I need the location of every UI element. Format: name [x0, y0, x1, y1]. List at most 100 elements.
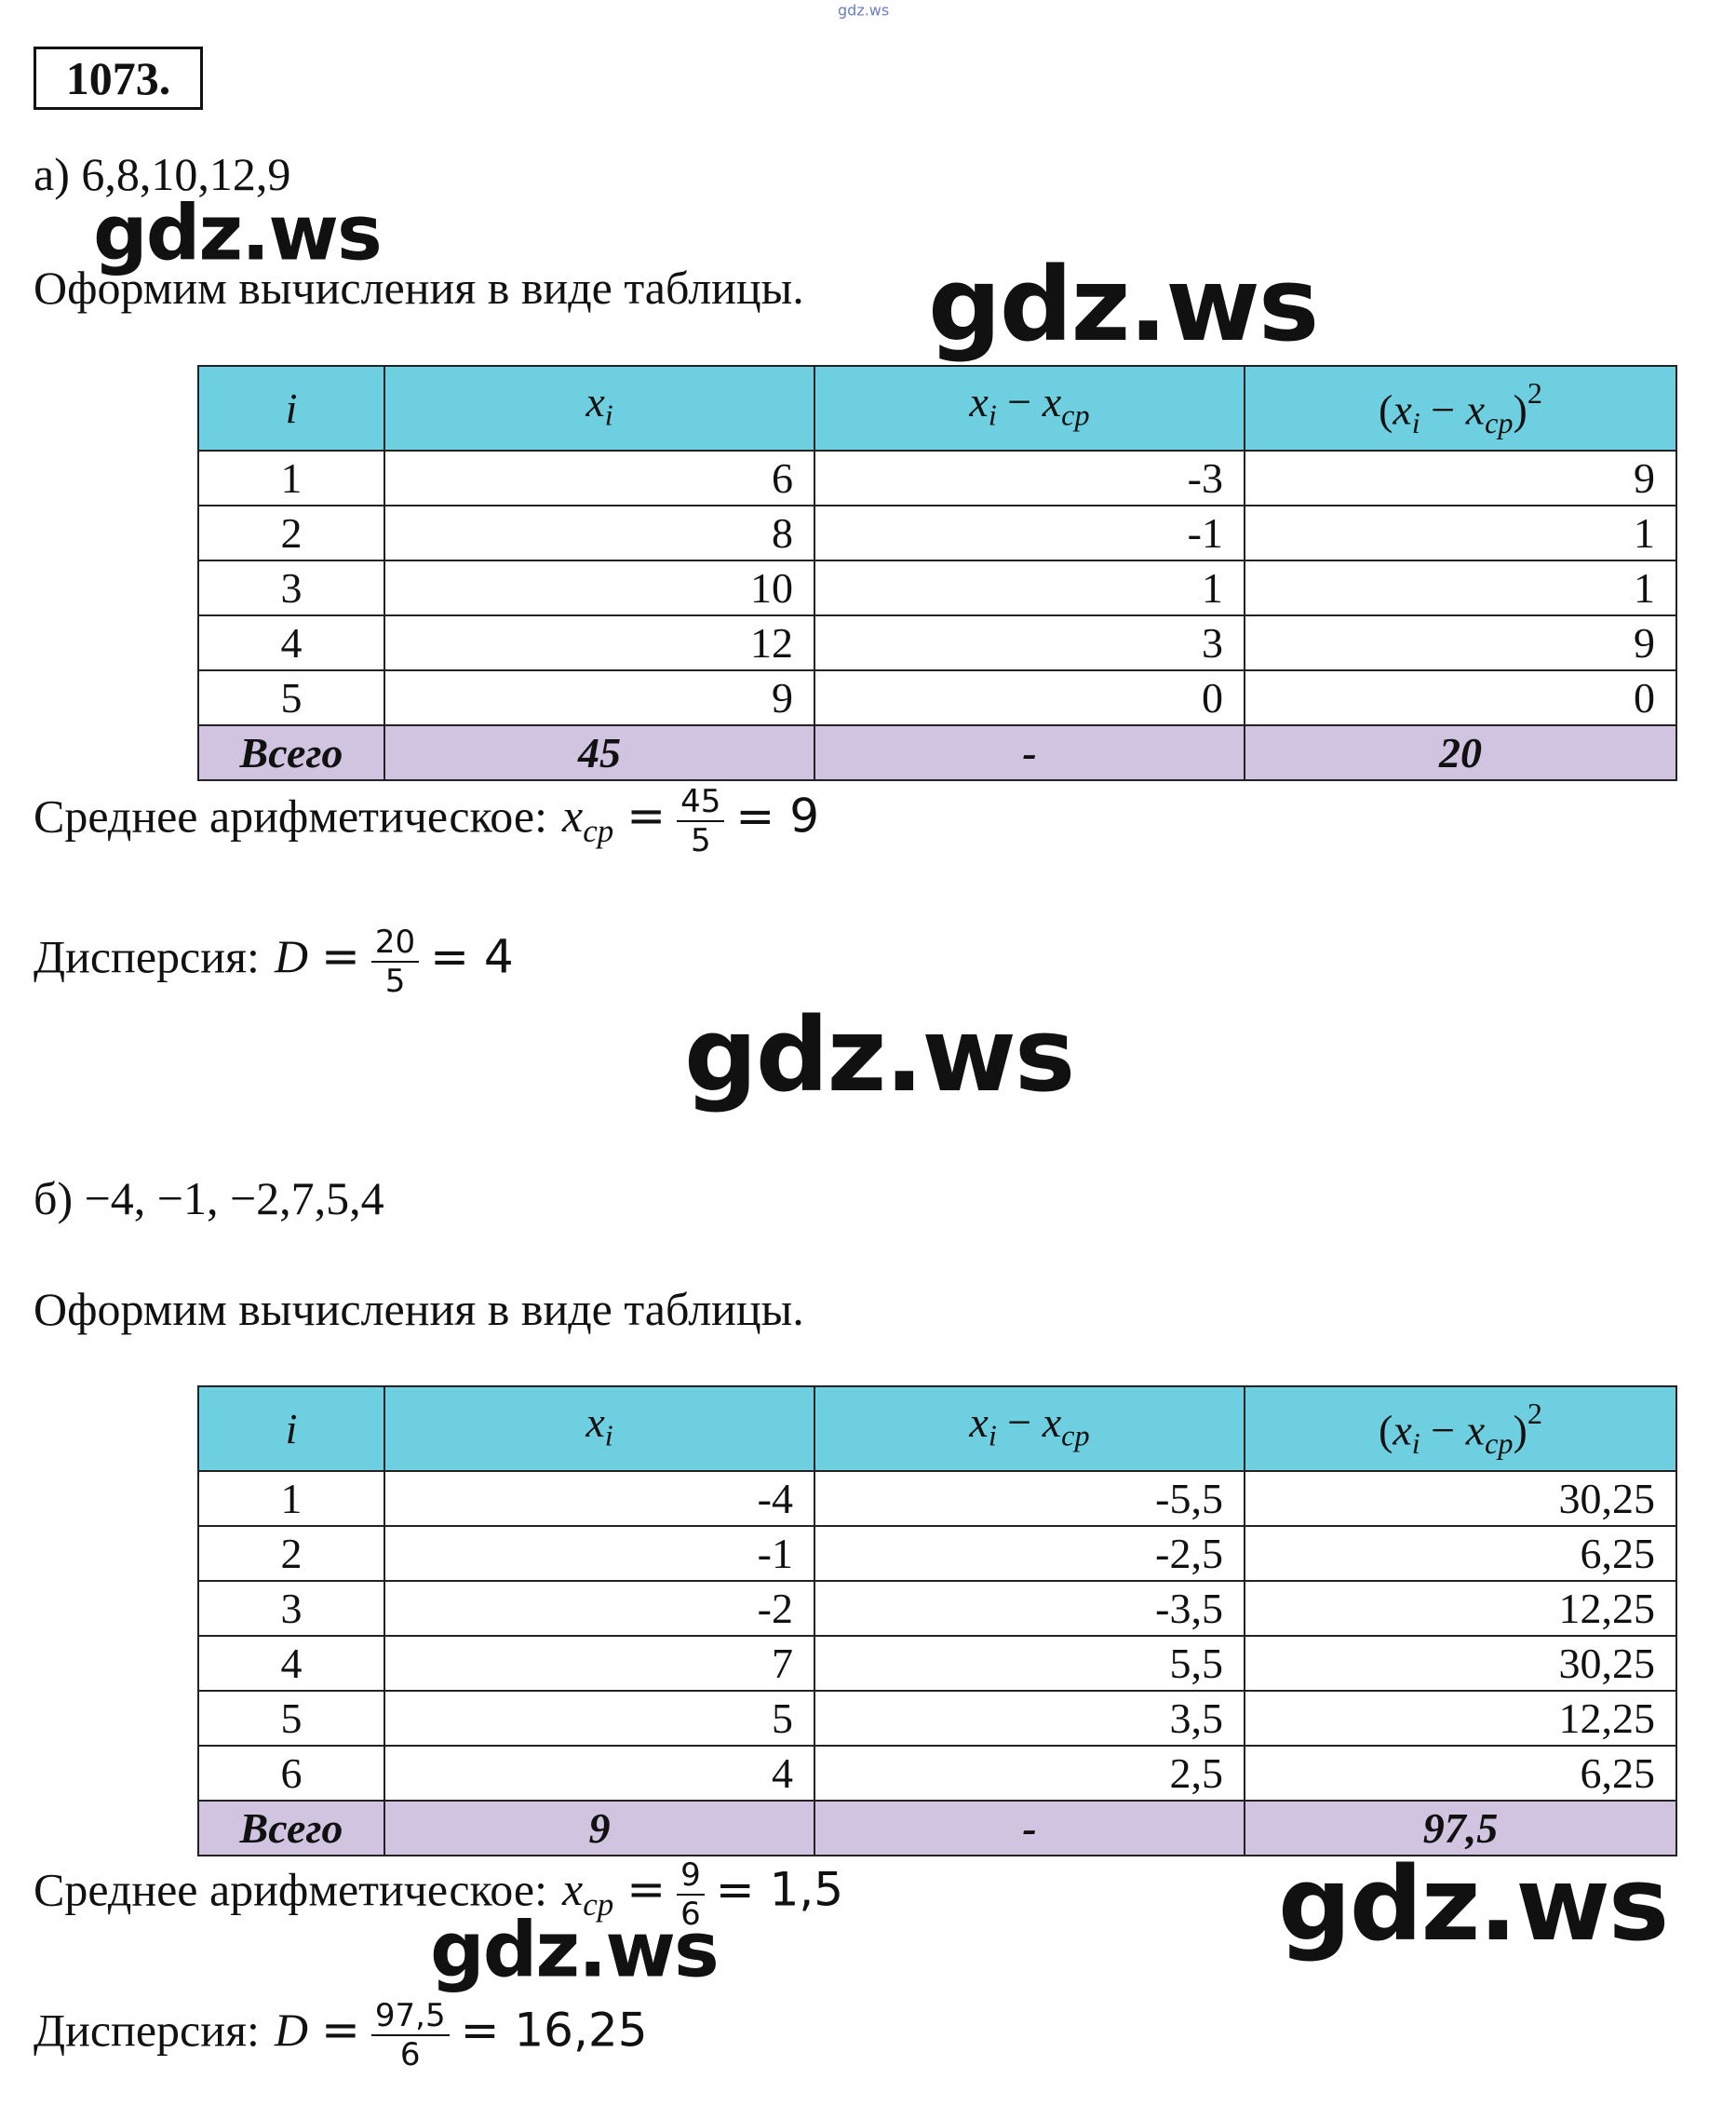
cell: 6,25	[1244, 1525, 1677, 1583]
table: i xi xi − xcp (xi − xcp)2 1 6 -3 9 2 8 -1 1 3 10 1 1 4 12…	[197, 364, 1677, 782]
fraction: 20 5	[370, 924, 420, 1000]
cell: -3,5	[814, 1580, 1245, 1638]
cell: 3	[197, 1580, 385, 1638]
header-cell: i	[197, 1384, 385, 1473]
header-text: x	[1393, 1406, 1412, 1454]
header-text: x	[1393, 385, 1412, 434]
row: 2 -1 -2,5 6,25	[197, 1525, 1677, 1583]
header-text: i	[988, 1418, 997, 1452]
header-text: (	[1379, 385, 1393, 434]
total-cell: 45	[384, 724, 815, 782]
table: i xi xi − xcp (xi − xcp)2 1 -4 -5,5 30,25 2 -1 -2,…	[197, 1384, 1677, 1857]
cell: 1	[1244, 505, 1677, 562]
cell: -1	[814, 505, 1245, 562]
watermark: gdz.ws	[928, 245, 1319, 364]
formula-label: Среднее арифметическое:	[34, 1863, 547, 1916]
row: 4 7 5,5 30,25	[197, 1635, 1677, 1693]
header-text: x	[969, 377, 989, 425]
header-cell: xi	[384, 1384, 815, 1473]
header-text: x	[585, 1397, 605, 1446]
cell: 30,25	[1244, 1470, 1677, 1528]
formula-eq: =	[626, 789, 666, 844]
formula-eq: =	[626, 1862, 666, 1917]
formula-label: Дисперсия:	[34, 2004, 260, 2057]
row: 3 -2 -3,5 12,25	[197, 1580, 1677, 1638]
cell: 12,25	[1244, 1580, 1677, 1638]
header-text: i	[604, 398, 613, 432]
cell: 2,5	[814, 1745, 1245, 1802]
header-text: i	[285, 385, 298, 433]
cell: 4	[197, 614, 385, 672]
header-text: cp	[1485, 1426, 1514, 1461]
denominator: 6	[680, 1896, 701, 1933]
header-cell: i	[197, 364, 385, 452]
row: 3 10 1 1	[197, 560, 1677, 617]
problem-number: 1073.	[34, 47, 203, 110]
cell: 5,5	[814, 1635, 1245, 1693]
formula-sub: cp	[583, 812, 614, 849]
total-cell: Всего	[197, 724, 385, 782]
formula-label: Среднее арифметическое:	[34, 790, 547, 843]
row: 5 5 3,5 12,25	[197, 1690, 1677, 1748]
cell: 8	[384, 505, 815, 562]
total-cell: 97,5	[1244, 1800, 1677, 1857]
formula-var: D	[274, 2004, 308, 2057]
watermark: gdz.ws	[1278, 1844, 1669, 1964]
row: 2 8 -1 1	[197, 505, 1677, 562]
cell: 30,25	[1244, 1635, 1677, 1693]
cell: 10	[384, 560, 815, 617]
cell: 2	[197, 1525, 385, 1583]
numerator: 45	[677, 783, 725, 822]
formula-sub: cp	[583, 1885, 614, 1923]
part-label: а) 6,8,10,12,9	[34, 148, 291, 200]
cell: 0	[1244, 669, 1677, 727]
part-label: б) −4, −1, −2,7,5,4	[34, 1172, 384, 1224]
total-cell: 20	[1244, 724, 1677, 782]
watermark: gdz.ws	[684, 995, 1075, 1114]
header-text: 2	[1527, 376, 1542, 410]
fraction: 45 5	[677, 783, 725, 859]
cell: 1	[197, 1470, 385, 1528]
formula-var: x	[561, 1863, 584, 1916]
row: 6 4 2,5 6,25	[197, 1745, 1677, 1802]
numerator: 97,5	[370, 1997, 450, 2036]
formula-eq: =	[320, 929, 360, 984]
formula: Дисперсия: D = 20 5 = 4	[34, 924, 514, 1000]
formula: Дисперсия: D = 97,5 6 = 16,25	[34, 1997, 648, 2073]
numerator: 9	[677, 1856, 705, 1896]
fraction: 97,5 6	[370, 1997, 450, 2073]
denominator: 5	[690, 822, 711, 859]
header-text: x	[585, 377, 605, 425]
cell: 3,5	[814, 1690, 1245, 1748]
cell: 6	[197, 1745, 385, 1802]
header-text: x	[969, 1397, 989, 1446]
formula: Среднее арифметическое: xcp = 9 6 = 1,5	[34, 1856, 843, 1933]
header-cell: xi − xcp	[814, 364, 1245, 452]
cell: 2	[197, 505, 385, 562]
header-text: i	[1411, 1426, 1420, 1461]
total-cell: -	[814, 724, 1245, 782]
cell: -1	[384, 1525, 815, 1583]
header-row: i xi xi − xcp (xi − xcp)2	[197, 1384, 1677, 1473]
cell: 9	[384, 669, 815, 727]
intro: Оформим вычисления в виде таблицы.	[34, 262, 804, 314]
cell: -5,5	[814, 1470, 1245, 1528]
header-text: i	[1411, 406, 1420, 440]
formula-result: = 9	[735, 789, 820, 844]
header-row: i xi xi − xcp (xi − xcp)2	[197, 364, 1677, 452]
cell: -2,5	[814, 1525, 1245, 1583]
header-text: 2	[1527, 1397, 1542, 1430]
header-cell: xi	[384, 364, 815, 452]
denominator: 5	[384, 963, 406, 1000]
total-cell: Всего	[197, 1800, 385, 1857]
cell: 1	[1244, 560, 1677, 617]
header-text: x	[1465, 1406, 1486, 1454]
cell: 9	[1244, 614, 1677, 672]
numerator: 20	[370, 924, 420, 963]
cell: 3	[814, 614, 1245, 672]
total-row: Всего 45-20	[197, 724, 1677, 782]
header-text: cp	[1485, 406, 1514, 440]
header-text: (	[1379, 1406, 1393, 1454]
